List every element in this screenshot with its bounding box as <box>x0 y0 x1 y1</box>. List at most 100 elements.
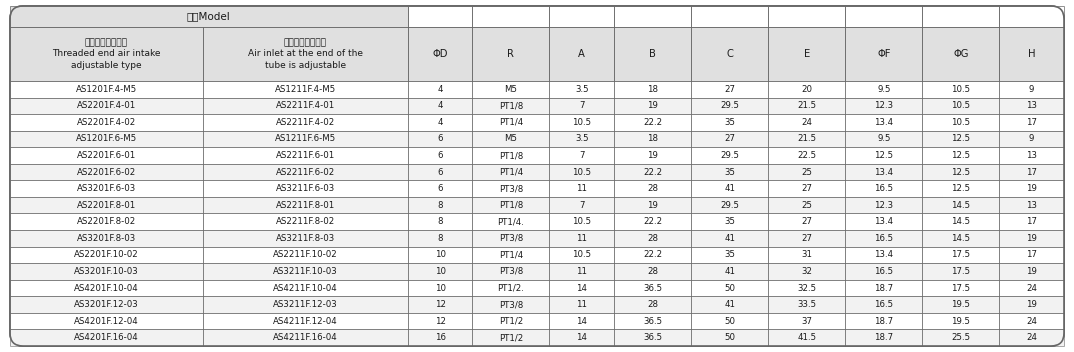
Bar <box>408 296 473 313</box>
Bar <box>203 197 408 214</box>
Text: 9.5: 9.5 <box>877 134 890 144</box>
Bar <box>1000 114 1064 131</box>
Bar <box>473 263 550 280</box>
Bar <box>203 164 408 180</box>
Text: AS2201F.8-02: AS2201F.8-02 <box>76 217 136 226</box>
Bar <box>768 280 845 296</box>
Bar <box>408 313 473 329</box>
Text: 11: 11 <box>577 300 587 309</box>
Bar <box>692 214 768 230</box>
Bar <box>203 214 408 230</box>
Text: 25: 25 <box>801 201 812 210</box>
Bar <box>614 81 692 98</box>
Text: AS1201F.4-M5: AS1201F.4-M5 <box>75 85 137 94</box>
Text: PT1/8: PT1/8 <box>498 201 523 210</box>
Bar <box>550 197 614 214</box>
Bar <box>550 313 614 329</box>
Text: 33.5: 33.5 <box>797 300 816 309</box>
Bar <box>1000 6 1064 27</box>
Text: 10: 10 <box>435 267 446 276</box>
Text: 10.5: 10.5 <box>572 118 592 127</box>
Text: 13: 13 <box>1026 201 1037 210</box>
Text: PT3/8: PT3/8 <box>498 184 523 193</box>
Text: 12.3: 12.3 <box>874 101 894 110</box>
Text: ΦG: ΦG <box>953 49 969 59</box>
Text: AS1211F.4-M5: AS1211F.4-M5 <box>275 85 336 94</box>
Text: AS1201F.6-M5: AS1201F.6-M5 <box>75 134 137 144</box>
Bar <box>923 164 1000 180</box>
Bar <box>203 280 408 296</box>
Bar <box>1000 98 1064 114</box>
Text: 18: 18 <box>648 134 658 144</box>
Text: AS2201F.8-01: AS2201F.8-01 <box>76 201 136 210</box>
Text: 14: 14 <box>577 283 587 293</box>
Bar <box>768 81 845 98</box>
Bar <box>1000 81 1064 98</box>
Text: PT1/4: PT1/4 <box>498 168 523 177</box>
Bar <box>10 164 203 180</box>
Bar <box>203 263 408 280</box>
Text: 29.5: 29.5 <box>721 101 739 110</box>
Bar <box>768 131 845 147</box>
Bar <box>408 180 473 197</box>
Bar <box>768 114 845 131</box>
Bar <box>10 313 203 329</box>
Bar <box>614 114 692 131</box>
Text: 14.5: 14.5 <box>952 234 971 243</box>
Bar <box>692 27 768 81</box>
Bar <box>845 180 923 197</box>
Text: 24: 24 <box>801 118 812 127</box>
Bar <box>614 180 692 197</box>
Bar <box>923 98 1000 114</box>
Text: AS2201F.10-02: AS2201F.10-02 <box>74 250 139 259</box>
Text: 27: 27 <box>724 134 736 144</box>
Bar <box>550 114 614 131</box>
Text: AS3211F.8-03: AS3211F.8-03 <box>276 234 335 243</box>
Text: 22.2: 22.2 <box>643 118 663 127</box>
Text: 21.5: 21.5 <box>797 134 816 144</box>
Bar <box>692 230 768 247</box>
Text: PT1/4: PT1/4 <box>498 250 523 259</box>
Text: AS3211F.6-03: AS3211F.6-03 <box>276 184 335 193</box>
Bar <box>614 164 692 180</box>
Bar <box>692 180 768 197</box>
Text: 31: 31 <box>801 250 812 259</box>
Bar <box>768 214 845 230</box>
Text: ΦF: ΦF <box>877 49 890 59</box>
Bar <box>473 230 550 247</box>
Text: 12.3: 12.3 <box>874 201 894 210</box>
Text: 10.5: 10.5 <box>572 217 592 226</box>
Text: 25: 25 <box>801 168 812 177</box>
Text: 29.5: 29.5 <box>721 151 739 160</box>
Text: 14.5: 14.5 <box>952 217 971 226</box>
Text: 18.7: 18.7 <box>874 317 894 326</box>
Bar <box>10 147 203 164</box>
Text: M5: M5 <box>505 134 518 144</box>
Text: 21.5: 21.5 <box>797 101 816 110</box>
Text: 22.2: 22.2 <box>643 217 663 226</box>
Bar <box>550 98 614 114</box>
Text: 36.5: 36.5 <box>643 333 663 342</box>
Text: AS3201F.10-03: AS3201F.10-03 <box>74 267 139 276</box>
Text: 28: 28 <box>648 267 658 276</box>
Bar <box>408 27 473 81</box>
Bar <box>845 164 923 180</box>
Text: 18.7: 18.7 <box>874 333 894 342</box>
Bar <box>614 131 692 147</box>
Bar <box>768 313 845 329</box>
Bar <box>768 197 845 214</box>
Text: AS2211F.6-02: AS2211F.6-02 <box>276 168 335 177</box>
Text: 35: 35 <box>724 217 736 226</box>
Bar <box>550 131 614 147</box>
Text: 8: 8 <box>437 234 442 243</box>
Text: 螺纹端进气可调型
Threaded end air intake
adjustable type: 螺纹端进气可调型 Threaded end air intake adjusta… <box>52 38 161 70</box>
Text: 型号Model: 型号Model <box>187 12 231 21</box>
Text: 16.5: 16.5 <box>874 234 894 243</box>
Bar <box>203 98 408 114</box>
Text: AS2201F.6-01: AS2201F.6-01 <box>76 151 136 160</box>
Text: 6: 6 <box>437 134 442 144</box>
Text: 27: 27 <box>724 85 736 94</box>
Bar <box>692 98 768 114</box>
Bar <box>473 27 550 81</box>
Bar <box>408 114 473 131</box>
